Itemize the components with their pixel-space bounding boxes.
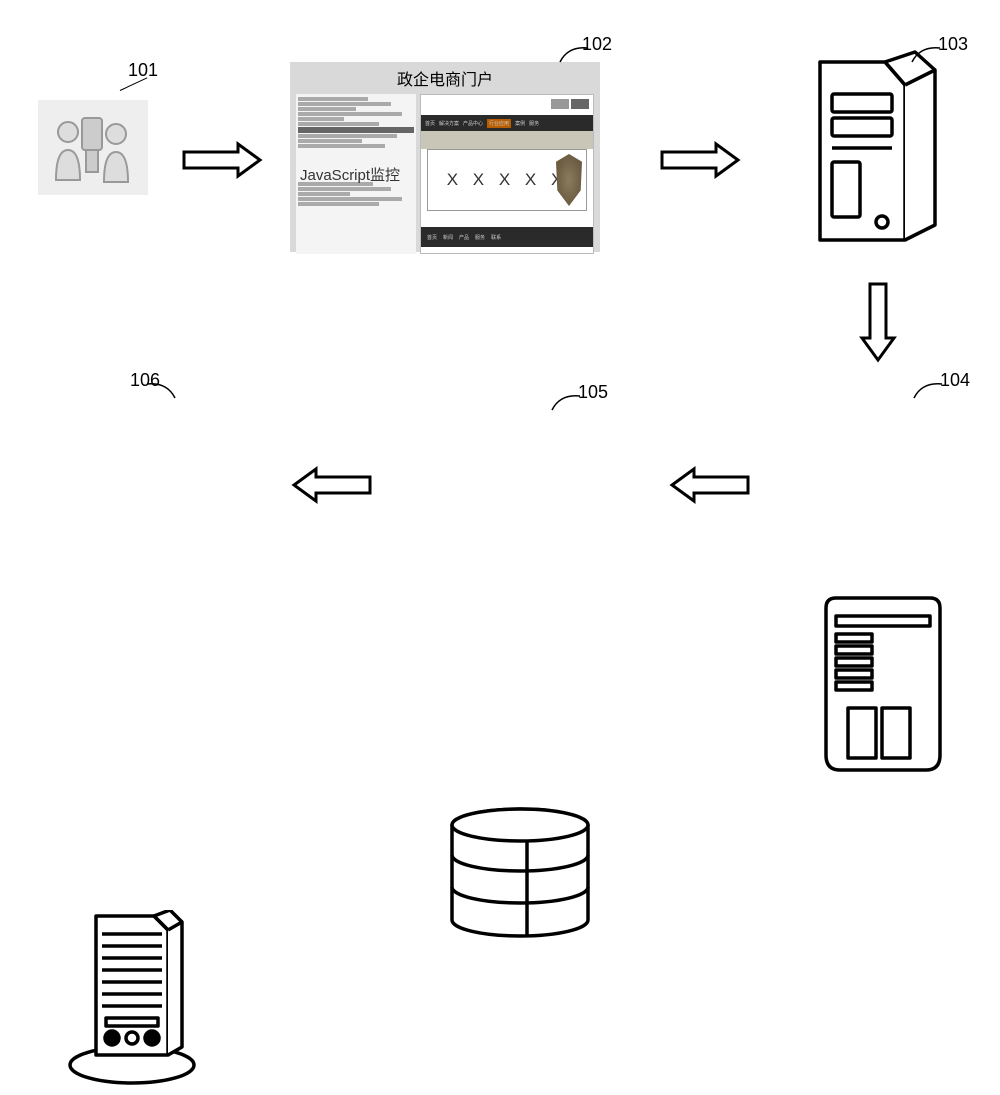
arrow-101-102 <box>180 140 265 180</box>
site-band <box>421 131 593 149</box>
node-server-106 <box>62 910 202 1090</box>
portal-title: 政企电商门户 <box>296 66 594 90</box>
arrow-103-104 <box>858 280 898 365</box>
arrow-104-105 <box>668 465 753 505</box>
leader-105 <box>550 392 590 422</box>
arrow-102-103 <box>658 140 743 180</box>
site-nav: 首页 解决方案 产品中心 行业应用 案例 服务 <box>421 115 593 131</box>
arrow-105-106 <box>290 465 375 505</box>
shield-icon <box>556 154 582 206</box>
leader-104 <box>912 380 952 410</box>
node-users <box>38 100 148 195</box>
node-portal: 政企电商门户 JavaScript监控 首页 解决方案 <box>290 62 600 252</box>
site-pane: 首页 解决方案 产品中心 行业应用 案例 服务 X X X X X 首页 新闻 … <box>420 94 594 254</box>
leader-106 <box>145 380 185 410</box>
node-database <box>445 805 595 940</box>
site-footer: 首页 新闻 产品 服务 联系 <box>421 227 593 247</box>
leader-103 <box>910 44 950 74</box>
js-monitor-label: JavaScript监控 <box>300 164 400 185</box>
portal-content: JavaScript监控 首页 解决方案 产品中心 行业应用 案例 服务 X X… <box>296 94 594 254</box>
code-pane: JavaScript监控 <box>296 94 416 254</box>
leader-102 <box>558 44 598 74</box>
site-top-buttons <box>551 99 589 109</box>
hero-text: X X X X X <box>447 170 568 190</box>
node-server-104 <box>818 590 948 775</box>
users-illustration <box>38 100 148 195</box>
site-hero: X X X X X <box>427 149 587 211</box>
node-server-103 <box>810 50 940 250</box>
